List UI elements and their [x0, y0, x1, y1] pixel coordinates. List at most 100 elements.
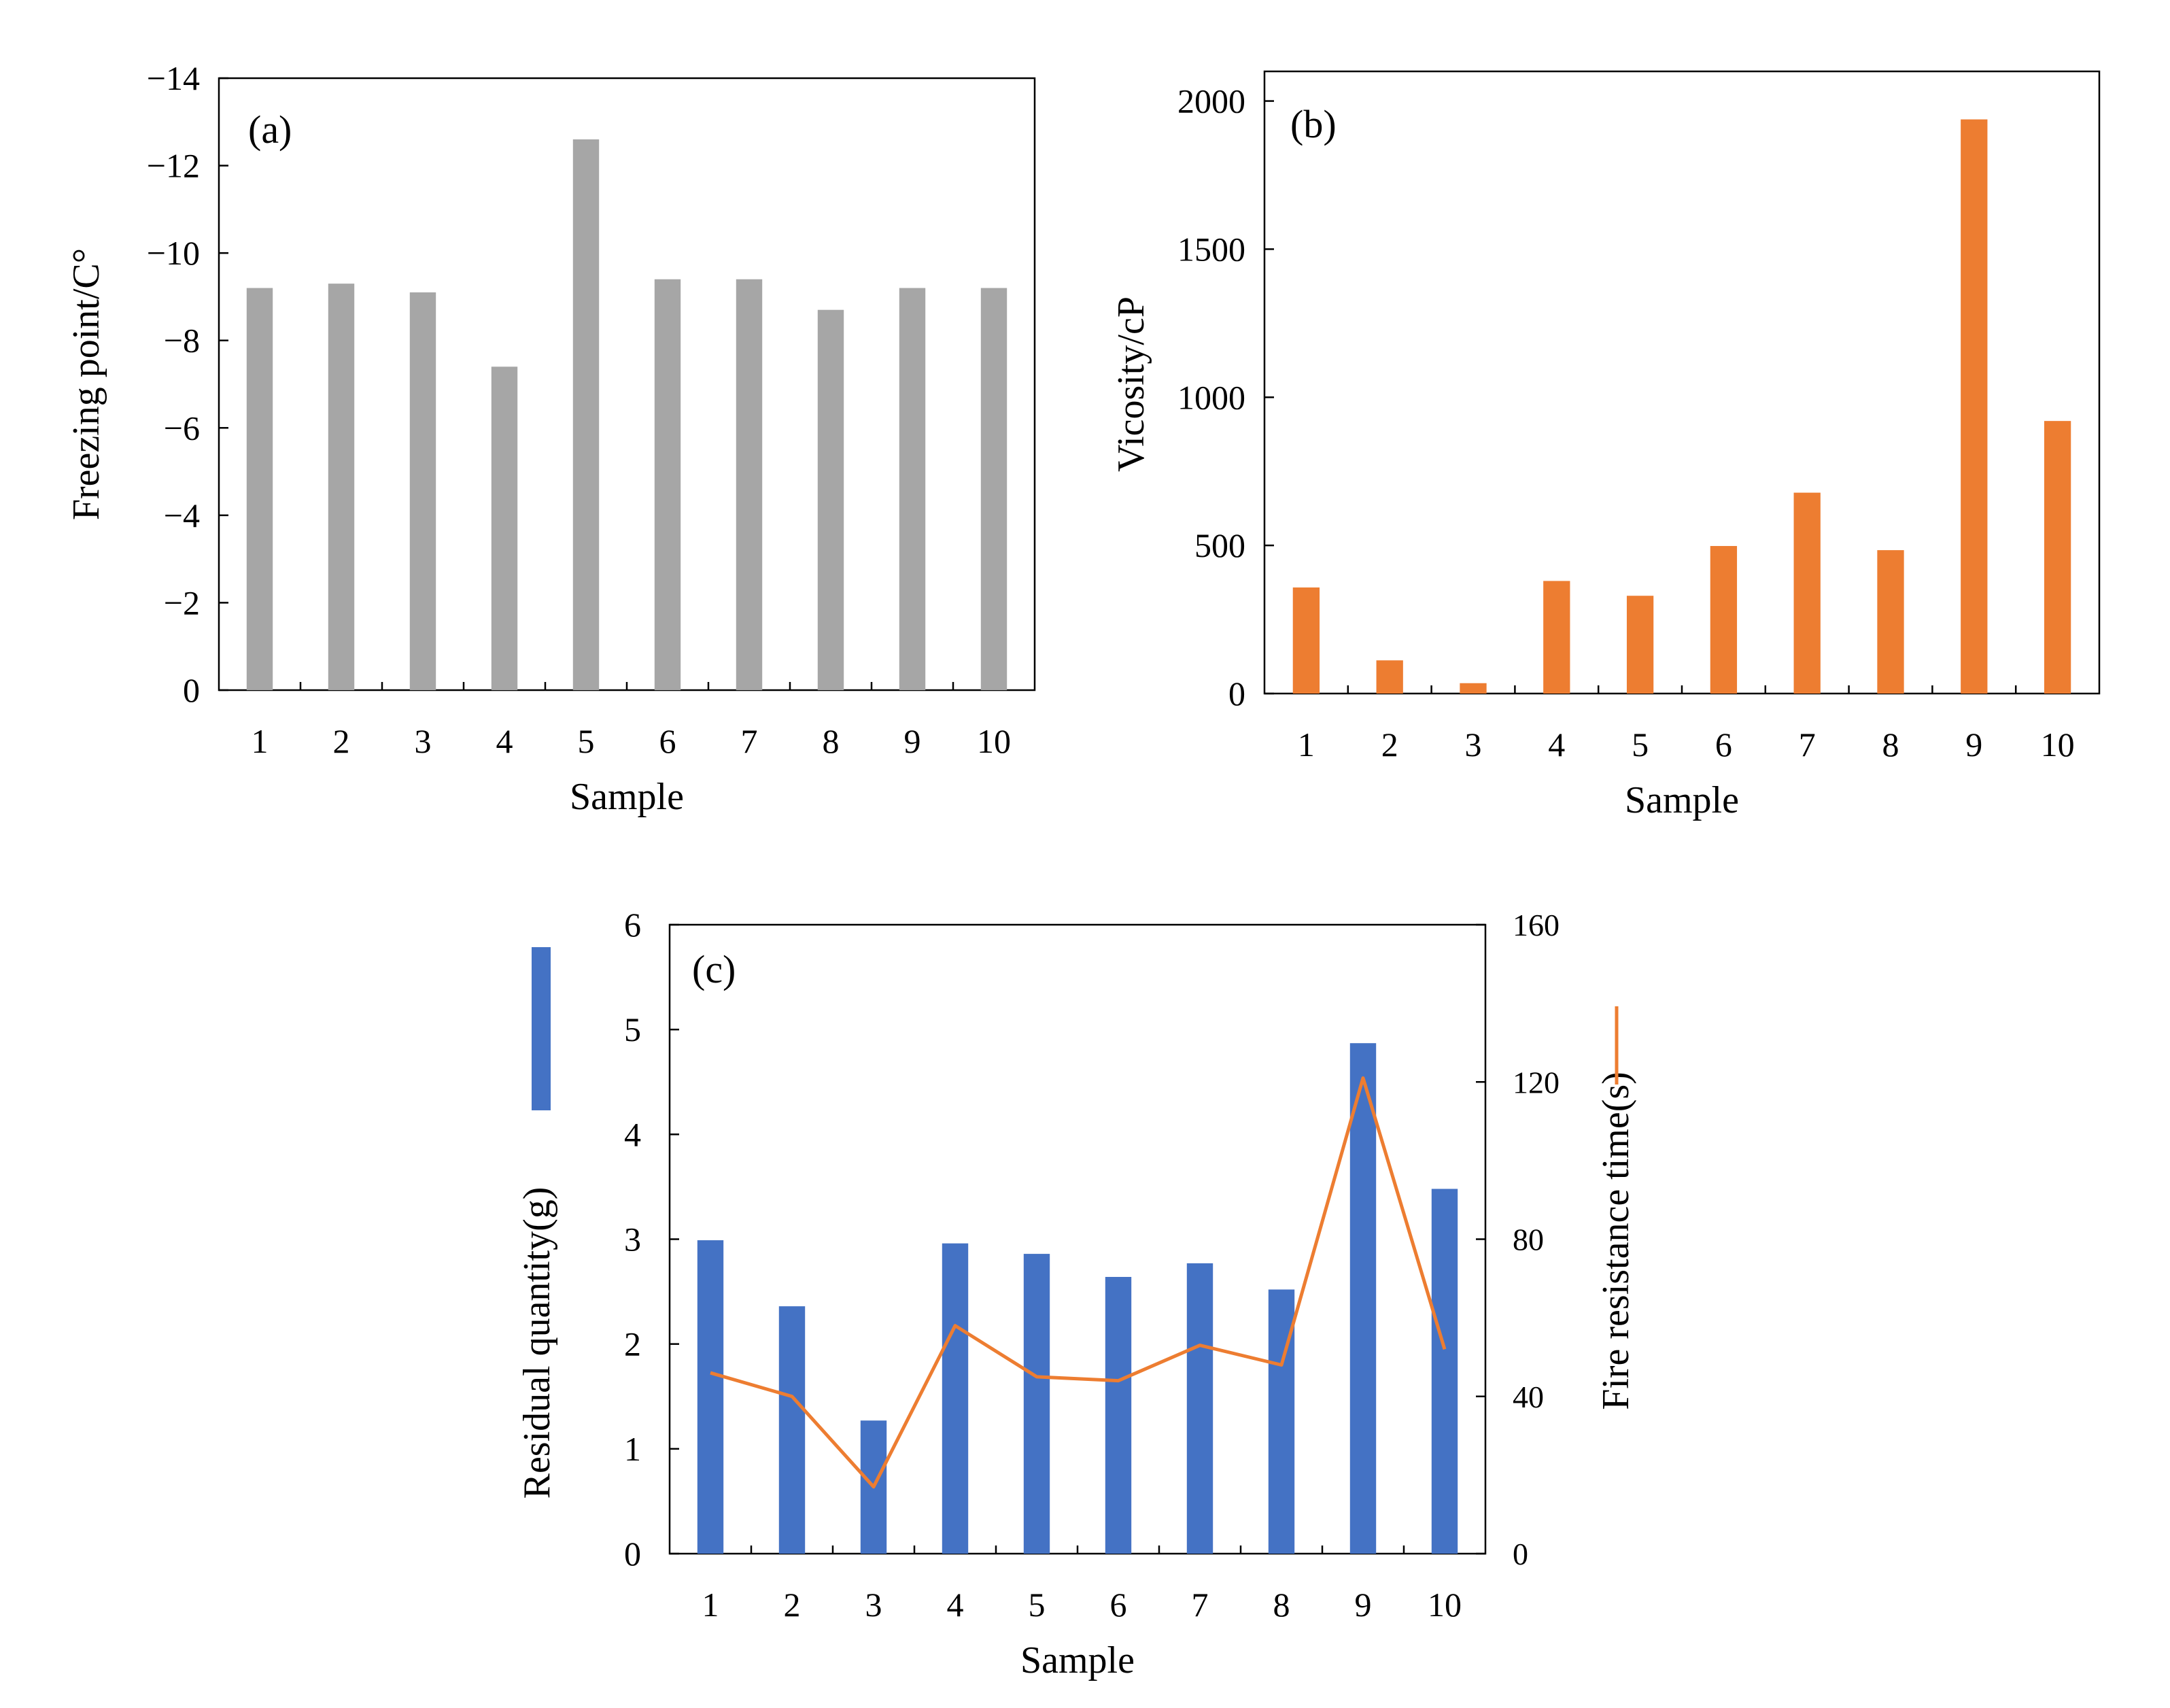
y-tick-label: −14 [147, 59, 200, 97]
bar [817, 309, 844, 690]
y-tick-label: −8 [164, 322, 200, 360]
x-tick-label: 4 [947, 1586, 964, 1624]
y-tick-label: 5 [624, 1010, 641, 1048]
x-axis-label-a: Sample [570, 776, 684, 818]
bar [1961, 119, 1988, 694]
y-ticks-left-c: 0 1 2 3 4 5 6 [624, 906, 679, 1573]
x-tick-label: 1 [1298, 725, 1315, 764]
x-ticks-a: 1 2 3 4 5 6 7 8 9 10 [252, 682, 1011, 760]
y-tick-label: 1500 [1177, 230, 1245, 268]
x-tick-label: 9 [1355, 1586, 1372, 1624]
x-ticks-c: 1 2 3 4 5 6 7 8 9 10 [702, 1545, 1462, 1624]
y-tick-label: −2 [164, 583, 200, 621]
x-ticks-b: 1 2 3 4 5 6 7 8 9 10 [1298, 685, 2075, 764]
y-tick-label: 6 [624, 906, 641, 944]
bar [1710, 546, 1738, 694]
x-tick-label: 3 [1465, 725, 1482, 764]
y-tick-label: 500 [1194, 526, 1245, 564]
bar [736, 279, 763, 690]
bar [1349, 1043, 1377, 1554]
bar [1023, 1254, 1050, 1554]
x-tick-label: 7 [741, 722, 758, 760]
bar [572, 139, 600, 690]
bar [1186, 1263, 1213, 1554]
bar [942, 1243, 969, 1554]
x-tick-label: 5 [578, 722, 595, 760]
x-tick-label: 8 [1882, 725, 1899, 764]
panel-label-a: (a) [248, 107, 292, 152]
y-tick-label: 1000 [1177, 378, 1245, 416]
x-tick-label: 7 [1192, 1586, 1209, 1624]
x-tick-label: 6 [1110, 1586, 1127, 1624]
x-tick-label: 10 [1428, 1586, 1462, 1624]
bar [899, 288, 926, 691]
bar [1460, 683, 1487, 694]
y-axis-label-b: Vicosity/cP [1110, 296, 1152, 472]
y-tick-label: 4 [624, 1115, 641, 1153]
x-tick-label: 9 [1965, 725, 1982, 764]
y-tick-label: 3 [624, 1220, 641, 1259]
y-tick-label: 0 [183, 671, 200, 709]
y-tick-label: −4 [164, 496, 200, 534]
y-ticks-a: −14 −12 −10 −8 −6 −4 −2 0 [147, 59, 228, 709]
y-tick-label: 2000 [1177, 82, 1245, 120]
line-c [710, 1076, 1447, 1489]
bar [1431, 1189, 1458, 1554]
x-tick-label: 4 [496, 722, 513, 760]
bar [491, 366, 518, 690]
x-tick-label: 1 [702, 1586, 719, 1624]
bar [654, 279, 681, 690]
x-tick-label: 9 [904, 722, 921, 760]
x-axis-label-c: Sample [1020, 1639, 1135, 1681]
bar [1626, 596, 1654, 694]
x-tick-label: 8 [1273, 1586, 1290, 1624]
x-tick-label: 2 [1381, 725, 1398, 764]
legend-bar-swatch [532, 947, 551, 1110]
x-tick-label: 2 [333, 722, 350, 760]
panel-label-c: (c) [692, 947, 736, 991]
bar [1292, 587, 1320, 694]
x-tick-label: 4 [1548, 725, 1565, 764]
bar [1543, 581, 1570, 694]
bar [1877, 550, 1904, 694]
x-tick-label: 3 [415, 722, 432, 760]
x-tick-label: 5 [1632, 725, 1649, 764]
bar [1793, 492, 1821, 694]
x-tick-label: 8 [823, 722, 840, 760]
y-tick-label-right: 120 [1513, 1065, 1560, 1099]
y-axis-label-left-c: Residual quantity(g) [516, 1187, 558, 1499]
x-tick-label: 6 [659, 722, 676, 760]
y-ticks-right-c: 0 40 80 120 160 [1476, 908, 1560, 1571]
bar [980, 288, 1008, 691]
series-line [710, 1076, 1447, 1489]
y-tick-label-right: 160 [1513, 908, 1560, 942]
bars-c [697, 1043, 1458, 1554]
y-tick-label: 0 [624, 1535, 641, 1573]
x-tick-label: 10 [977, 722, 1011, 760]
bars-b [1292, 119, 2071, 694]
bar [2044, 421, 2071, 694]
y-ticks-b: 0 500 1000 1500 2000 [1177, 82, 1274, 713]
y-tick-label-right: 40 [1513, 1380, 1544, 1414]
y-tick-label: 1 [624, 1430, 641, 1468]
bars-a [246, 139, 1008, 691]
y-axis-label-right-c: Fire resistance time(s) [1595, 1072, 1637, 1410]
x-axis-label-b: Sample [1625, 779, 1739, 821]
y-tick-label: 0 [1228, 674, 1245, 713]
y-tick-label-right: 0 [1513, 1537, 1528, 1571]
bar [697, 1240, 724, 1554]
y-tick-label: −6 [164, 409, 200, 447]
bar [778, 1306, 806, 1554]
bar [1105, 1277, 1132, 1554]
y-tick-label-right: 80 [1513, 1223, 1544, 1257]
y-tick-label: 2 [624, 1325, 641, 1363]
x-tick-label: 7 [1799, 725, 1816, 764]
x-tick-label: 3 [865, 1586, 882, 1624]
y-axis-label-a: Freezing point/C° [65, 248, 107, 520]
x-tick-label: 10 [2041, 725, 2075, 764]
x-tick-label: 2 [784, 1586, 801, 1624]
x-tick-label: 1 [252, 722, 269, 760]
x-tick-label: 5 [1029, 1586, 1046, 1624]
y-tick-label: −10 [147, 234, 200, 272]
